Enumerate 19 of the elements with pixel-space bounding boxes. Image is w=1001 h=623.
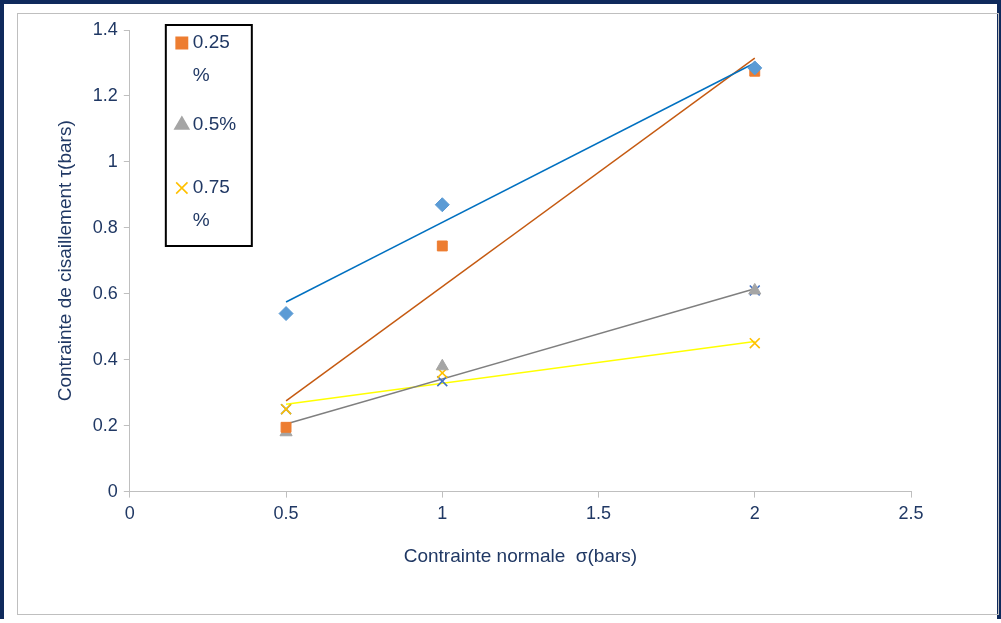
x-tick-label: 0 <box>124 503 135 524</box>
y-tick-label: 0.2 <box>92 414 118 435</box>
y-axis-title: Contrainte de cisaillement τ(bars) <box>53 120 75 402</box>
y-tick-label: 1 <box>107 150 118 171</box>
y-tick-label: 1.2 <box>92 84 118 105</box>
x-tick-label: 1 <box>437 503 448 524</box>
y-tick-label: 0.8 <box>92 216 118 237</box>
y-tick-label: 0.6 <box>92 282 118 303</box>
x-tick-label: 0.5 <box>273 503 299 524</box>
legend-label: 0.25 % <box>192 31 230 86</box>
x-tick-label: 2 <box>749 503 760 524</box>
y-tick-label: 0 <box>107 480 118 501</box>
y-tick-label: 1.4 <box>92 18 118 39</box>
x-axis-title: Contrainte normale σ(bars) <box>403 544 638 566</box>
x-tick-label: 1.5 <box>586 503 612 524</box>
x-tick-label: 2.5 <box>898 503 924 524</box>
legend-label: 0.5% <box>192 113 237 135</box>
y-tick-label: 0.4 <box>92 348 118 369</box>
legend-label: 0.75 % <box>192 176 230 231</box>
